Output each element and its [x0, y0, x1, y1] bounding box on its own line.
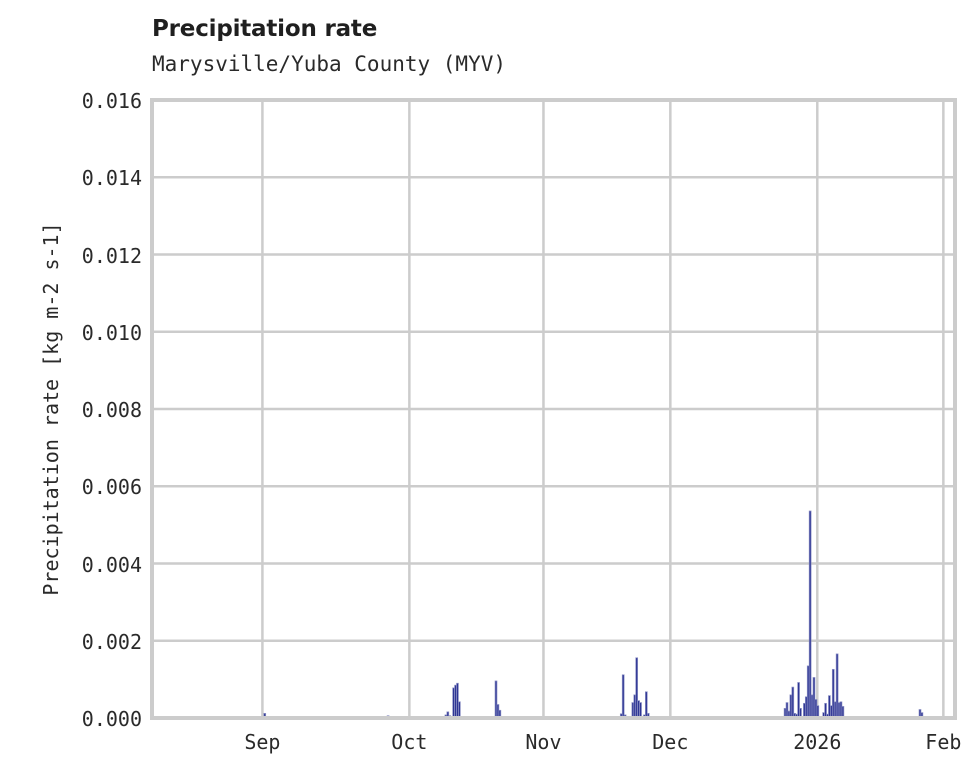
y-tick-label: 0.016 [81, 89, 142, 113]
bar [458, 701, 461, 719]
bar [808, 510, 812, 719]
x-tick-label: Dec [652, 730, 689, 754]
y-tick-label: 0.014 [81, 166, 142, 191]
y-axis-tick-labels: 0.000 0.002 0.004 0.006 0.008 0.010 0.012 0.014… [0, 0, 142, 780]
y-tick-label: 0.012 [81, 243, 142, 268]
axis-frame [150, 98, 957, 720]
chart-subtitle: Marysville/Yuba County (MYV) [152, 52, 507, 76]
y-tick-label: 0.006 [81, 475, 142, 500]
x-tick-label: Feb [925, 730, 962, 754]
bar [621, 674, 625, 719]
x-tick-label: Nov [525, 730, 562, 754]
x-tick-label: Sep [244, 730, 281, 754]
y-tick-label: 0.008 [81, 398, 142, 422]
y-tick-label: 0.000 [81, 707, 142, 731]
x-tick-label: Oct [391, 730, 428, 754]
chart-title: Precipitation rate [152, 16, 378, 42]
y-tick-label: 0.004 [81, 552, 142, 577]
x-tick-label: 2026 [793, 730, 842, 754]
bar-series [263, 510, 924, 719]
y-tick-label: 0.002 [81, 629, 142, 654]
y-tick-label: 0.010 [81, 320, 142, 345]
bar [639, 702, 642, 719]
